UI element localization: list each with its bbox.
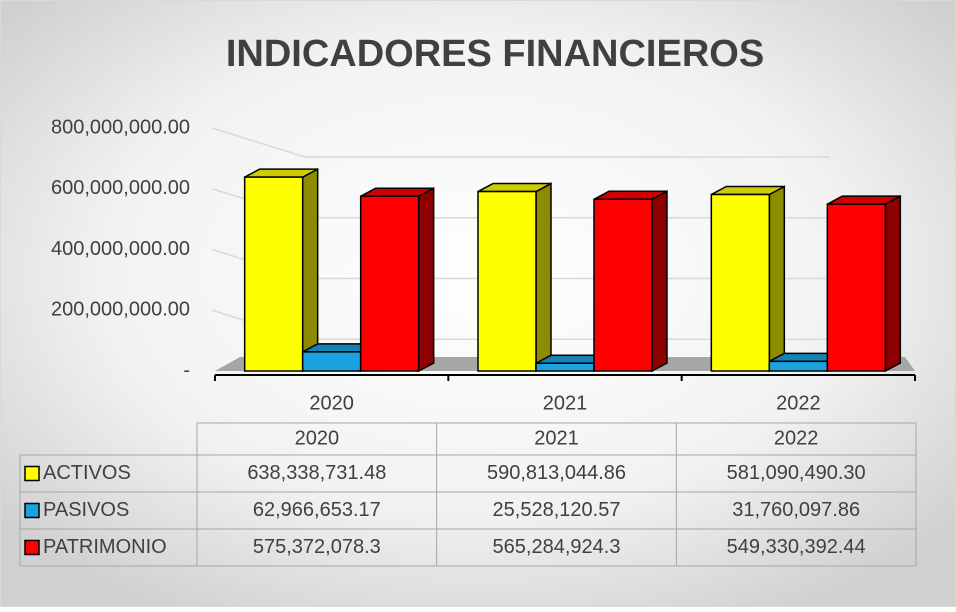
table-value: 549,330,392.44 xyxy=(727,536,866,558)
y-tick-label: 400,000,000.00 xyxy=(51,238,190,260)
legend-label: PASIVOS xyxy=(43,499,129,521)
legend-key xyxy=(24,502,40,519)
bar xyxy=(710,193,771,372)
legend-key xyxy=(24,539,40,556)
legend-label: ACTIVOS xyxy=(43,462,131,484)
bar xyxy=(593,198,653,372)
table-header: 2022 xyxy=(774,427,819,449)
bar xyxy=(359,195,420,372)
table-header: 2020 xyxy=(295,427,340,449)
table-header: 2021 xyxy=(534,427,579,449)
grid-line xyxy=(211,127,830,158)
x-tick-label: 2022 xyxy=(776,392,821,414)
table-value: 581,090,490.30 xyxy=(727,462,866,484)
table-value: 638,338,731.48 xyxy=(247,462,386,484)
bar-side xyxy=(884,194,902,373)
bar xyxy=(301,351,362,372)
y-tick-label: 800,000,000.00 xyxy=(51,116,190,138)
bar xyxy=(768,360,829,372)
table-value: 565,284,924.3 xyxy=(493,536,621,558)
bar-side xyxy=(651,190,668,373)
x-tick-label: 2021 xyxy=(543,392,588,414)
bar-side xyxy=(535,182,552,373)
bar xyxy=(477,190,537,372)
table-value: 575,372,078.3 xyxy=(253,536,381,558)
table-value: 62,966,653.17 xyxy=(253,499,381,521)
legend-key xyxy=(24,465,40,482)
bar-side xyxy=(768,185,786,373)
x-tick-label: 2020 xyxy=(309,392,354,414)
bar xyxy=(535,362,595,372)
bar xyxy=(243,176,304,372)
bar-side xyxy=(301,167,319,373)
table-value: 25,528,120.57 xyxy=(493,499,621,521)
y-tick-label: - xyxy=(183,359,190,381)
table-value: 590,813,044.86 xyxy=(487,462,626,484)
y-tick-label: 600,000,000.00 xyxy=(51,177,190,199)
legend-label: PATRIMONIO xyxy=(43,536,167,558)
bar-side xyxy=(417,186,435,373)
table-value: 31,760,097.86 xyxy=(732,499,860,521)
bar xyxy=(826,203,887,372)
chart-title: INDICADORES FINANCIEROS xyxy=(226,33,764,75)
y-tick-label: 200,000,000.00 xyxy=(51,299,190,321)
